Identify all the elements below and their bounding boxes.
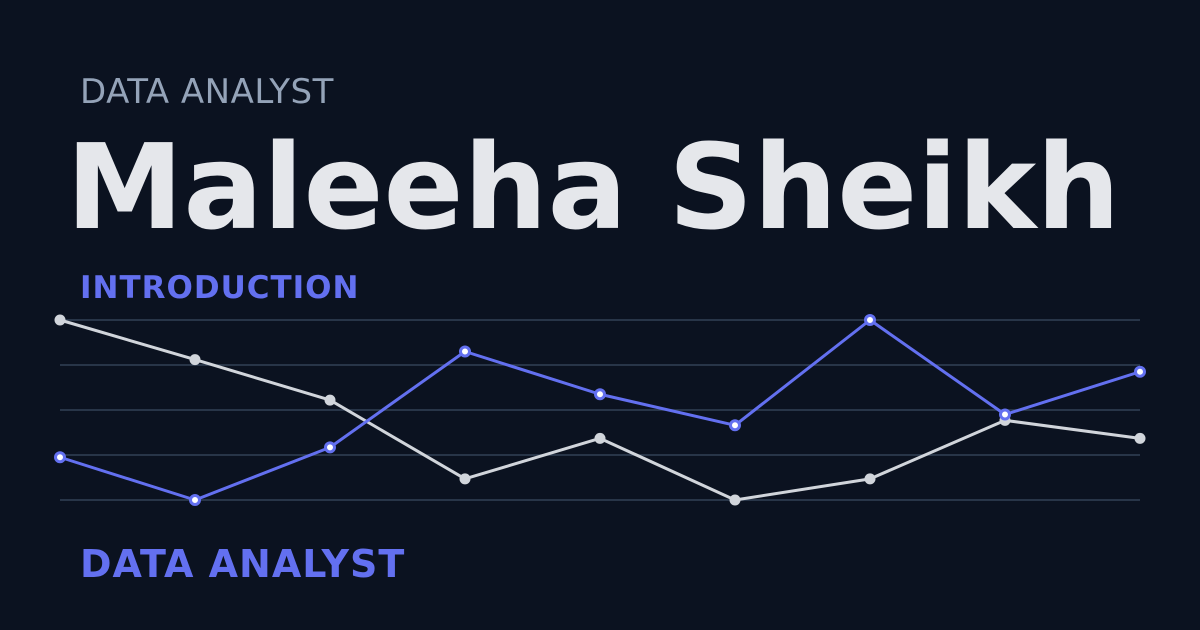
series-1-point-0 (54, 314, 66, 326)
series-1-point-3 (459, 473, 471, 485)
section-label: INTRODUCTION (80, 270, 360, 306)
series-1-point-2 (324, 394, 336, 406)
series-0-point-3 (459, 345, 471, 358)
series-1-point-5 (729, 494, 741, 506)
series-0-point-6 (864, 314, 876, 326)
series-0-point-5 (729, 419, 741, 432)
series-1-point-1 (189, 354, 201, 366)
series-points (54, 314, 1146, 506)
series-0-point-1 (189, 494, 201, 506)
series-1-point-6 (864, 473, 876, 485)
series-0-point-0 (54, 451, 66, 464)
grid (60, 319, 1140, 501)
series-1-point-8 (1134, 432, 1146, 444)
person-name: Maleeha Sheikh (66, 118, 1121, 256)
series-1-point-4 (594, 432, 606, 444)
series-0-point-7 (999, 408, 1011, 421)
series-0-point-8 (1134, 365, 1146, 378)
series-0-point-2 (324, 441, 336, 454)
footer-role: DATA ANALYST (80, 542, 406, 586)
eyebrow-role: DATA ANALYST (80, 72, 334, 112)
series-0-point-4 (594, 388, 606, 401)
